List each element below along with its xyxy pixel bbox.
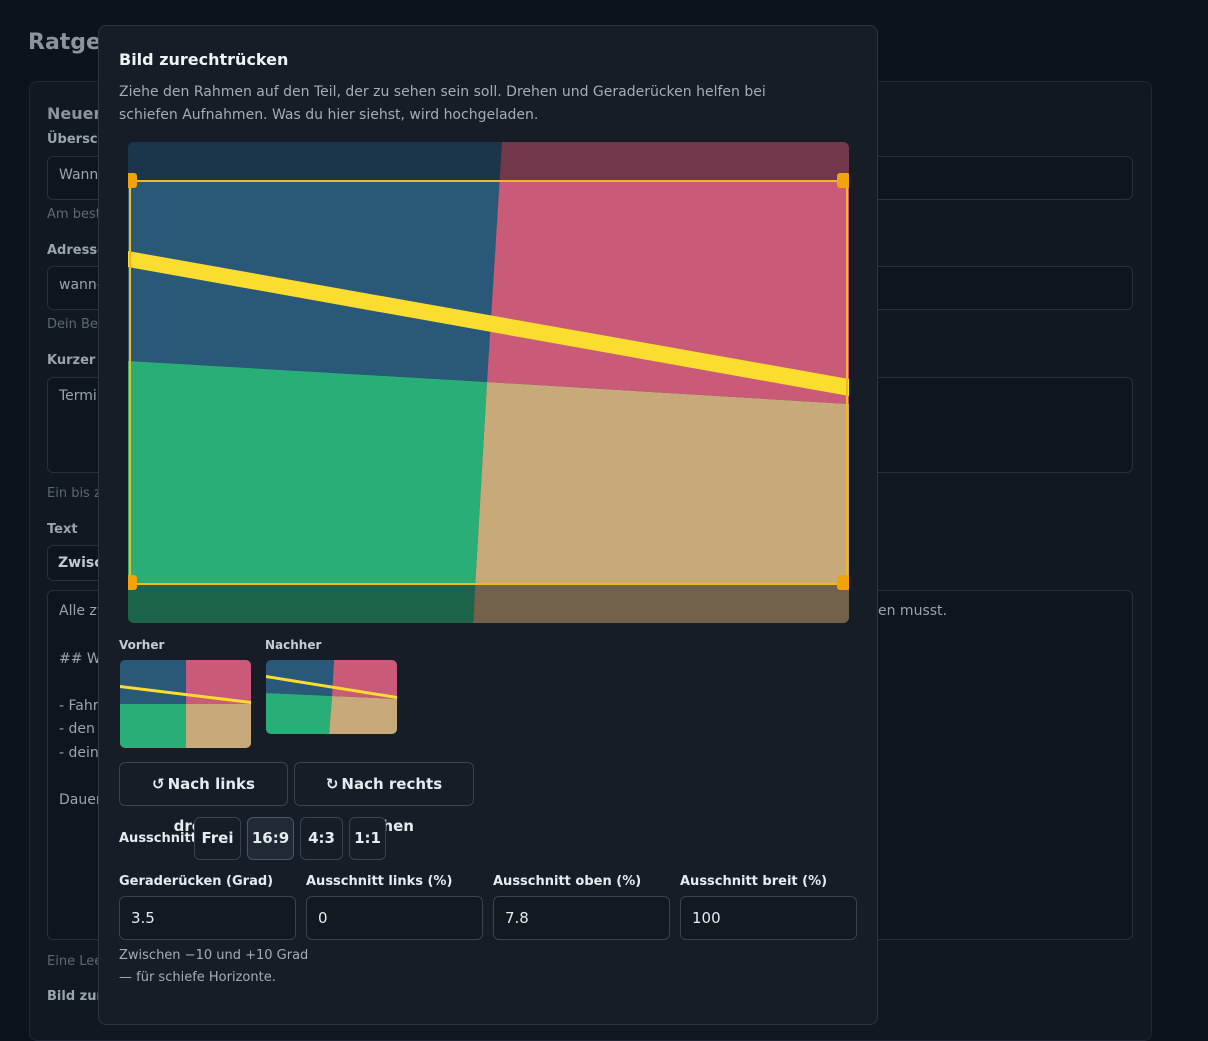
body-line: en musst. [878,603,947,619]
summary-hint: Ein bis z [47,486,101,501]
crop-handle-bottom-right[interactable] [837,575,849,590]
body-line: - den [59,721,95,737]
rotate-left-icon: ↺ [152,775,165,793]
thumb-region-tan [186,704,251,748]
rotate-right-icon: ↻ [325,775,339,793]
straighten-input[interactable] [119,896,296,940]
crop-handle-bottom-left[interactable] [128,575,137,590]
crop-handle-top-right[interactable] [837,173,849,188]
body-line: - dein [59,745,99,761]
crop-top-label: Ausschnitt oben (%) [493,874,642,889]
dialog-title: Bild zurechtrücken [119,50,289,69]
form-heading: Neuer [47,104,102,123]
body-line: - Fahr [59,698,99,714]
address-label: Adresse [47,243,106,258]
crop-shade-top [128,142,849,180]
thumb-region-green [120,704,186,748]
address-hint: Dein Bei [47,317,102,332]
crop-top-input[interactable] [493,896,670,940]
thumb-region-blue [266,660,334,696]
image-horizon-line [128,251,849,396]
crop-shade-bottom [128,585,849,623]
before-thumbnail [120,660,251,748]
thumb-region-green [266,693,332,734]
title-label: Übersch [47,132,107,147]
body-line: Dauer [59,792,102,808]
ratio-option-4-3[interactable]: 4:3 [300,817,343,860]
ratio-label: Ausschnitt: [119,831,203,846]
thumb-region-tan [329,696,397,734]
title-hint: Am best [47,207,101,222]
thumb-horizon-line [266,675,397,699]
text-format-select[interactable]: Zwisc [47,545,107,581]
crop-editor[interactable] [128,142,849,623]
rotate-left-button[interactable]: ↺Nach links drehen [119,762,288,835]
thumb-horizon-line [120,685,251,704]
source-image [128,142,849,623]
image-label: Bild zum [47,989,111,1004]
ratio-option-1-1[interactable]: 1:1 [349,817,386,860]
before-thumbnail-image [120,660,251,748]
rotate-right-button[interactable]: ↻Nach rechts drehen [294,762,474,835]
after-thumbnail [266,660,397,734]
text-label: Text [47,522,78,537]
crop-width-label: Ausschnitt breit (%) [680,874,828,889]
before-label: Vorher [119,638,165,652]
image-region-blue [128,142,502,382]
crop-frame[interactable] [129,180,848,585]
text-hint: Eine Lee [47,954,103,969]
crop-width-input[interactable] [680,896,857,940]
crop-handle-top-left[interactable] [128,173,137,188]
thumb-region-blue [120,660,186,704]
straighten-label: Geraderücken (Grad) [119,874,274,889]
after-thumbnail-image [266,660,397,734]
page-title: Ratgel [28,30,109,55]
after-label: Nachher [265,638,322,652]
dialog-description: Ziehe den Rahmen auf den Teil, der zu se… [119,84,766,123]
crop-left-input[interactable] [306,896,483,940]
ratio-option-free[interactable]: Frei [194,817,241,860]
ratio-option-16-9[interactable]: 16:9 [247,817,294,860]
crop-left-label: Ausschnitt links (%) [306,874,453,889]
image-region-green [128,361,487,623]
crop-dialog: Bild zurechtrücken Ziehe den Rahmen auf … [98,25,878,1025]
straighten-hint: Zwischen −10 und +10 Grad — für schiefe … [119,948,309,985]
image-region-tan [473,382,849,623]
summary-label: Kurzer A [47,353,110,368]
